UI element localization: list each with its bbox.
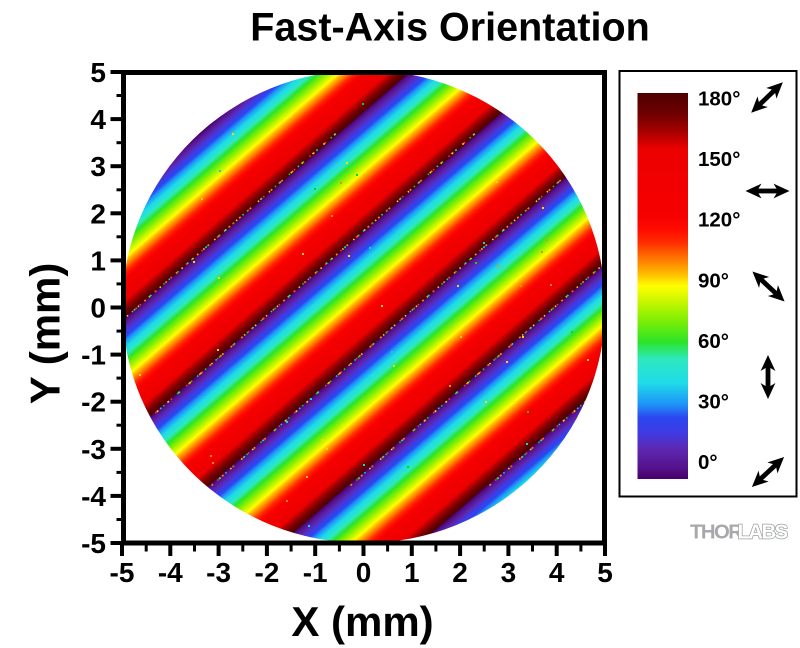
svg-text:-5: -5	[110, 557, 135, 588]
svg-text:30°: 30°	[698, 391, 729, 414]
svg-text:LABS: LABS	[738, 522, 788, 544]
svg-text:90°: 90°	[698, 269, 729, 292]
svg-text:1: 1	[404, 557, 420, 588]
svg-text:60°: 60°	[698, 330, 729, 353]
svg-text:4: 4	[90, 104, 106, 135]
svg-text:0°: 0°	[698, 451, 718, 474]
svg-text:-1: -1	[81, 340, 106, 371]
svg-text:-3: -3	[81, 434, 106, 465]
svg-text:0: 0	[90, 293, 106, 324]
svg-text:-2: -2	[81, 387, 106, 418]
svg-text:5: 5	[90, 57, 106, 88]
svg-text:Fast-Axis Orientation: Fast-Axis Orientation	[250, 6, 649, 50]
svg-text:-4: -4	[158, 557, 183, 588]
svg-text:-5: -5	[81, 528, 106, 559]
svg-text:150°: 150°	[698, 148, 740, 171]
svg-text:1: 1	[90, 245, 106, 276]
svg-text:120°: 120°	[698, 209, 740, 232]
svg-text:-4: -4	[81, 481, 106, 512]
svg-text:0: 0	[356, 557, 372, 588]
svg-text:Y (mm): Y (mm)	[22, 263, 69, 405]
svg-text:-1: -1	[303, 557, 328, 588]
svg-text:5: 5	[597, 557, 613, 588]
svg-text:-3: -3	[206, 557, 231, 588]
svg-text:THOR: THOR	[690, 522, 743, 544]
svg-text:2: 2	[452, 557, 468, 588]
svg-text:4: 4	[549, 557, 565, 588]
svg-text:2: 2	[90, 198, 106, 229]
svg-text:3: 3	[501, 557, 517, 588]
svg-text:180°: 180°	[698, 88, 740, 111]
svg-text:3: 3	[90, 151, 106, 182]
svg-text:X (mm): X (mm)	[291, 598, 433, 645]
svg-text:-2: -2	[254, 557, 279, 588]
